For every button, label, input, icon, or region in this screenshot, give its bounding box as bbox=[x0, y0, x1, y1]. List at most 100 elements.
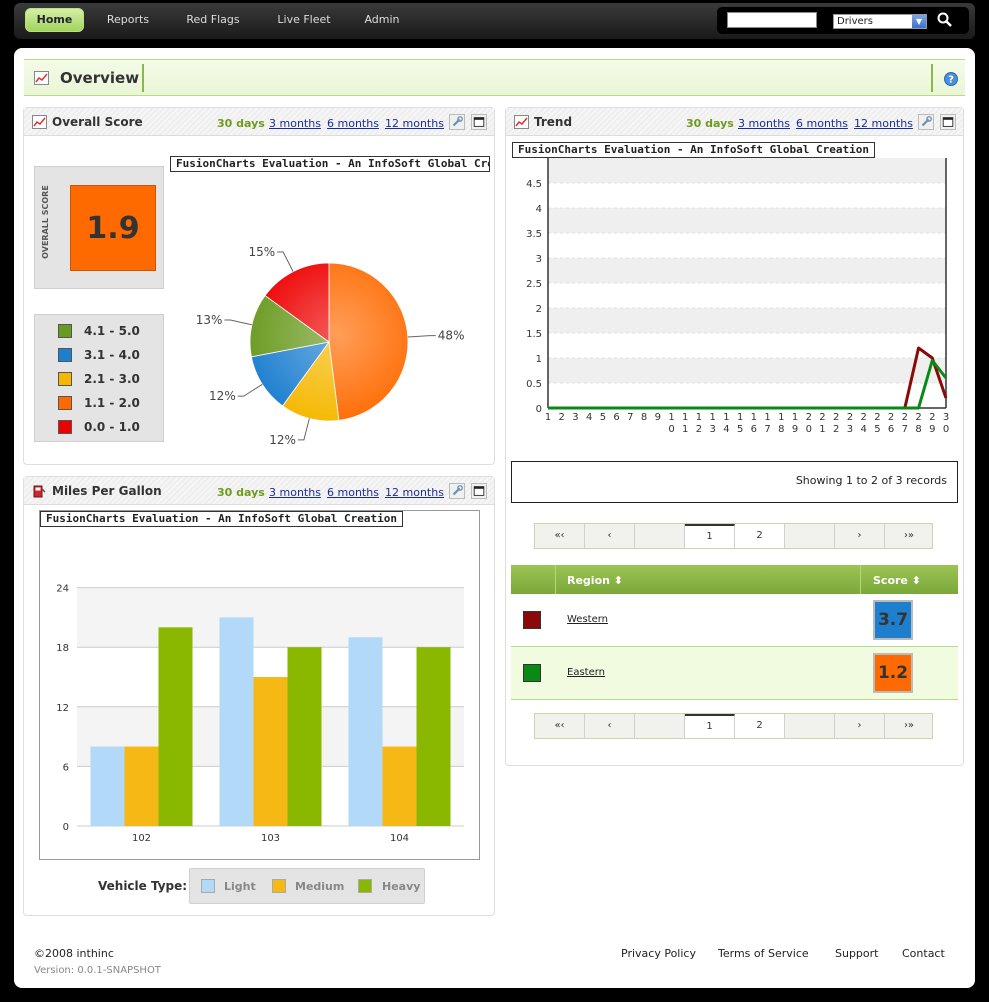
maximize-icon[interactable] bbox=[940, 114, 956, 130]
next-page-button[interactable]: › bbox=[835, 714, 885, 738]
footer-terms-link[interactable]: Terms of Service bbox=[718, 947, 809, 960]
maximize-icon[interactable] bbox=[471, 483, 487, 499]
last-page-button[interactable]: ›» bbox=[903, 530, 915, 541]
divider bbox=[931, 64, 933, 92]
wrench-icon[interactable] bbox=[918, 114, 934, 130]
range-30-days[interactable]: 30 days bbox=[686, 117, 734, 130]
grid-band bbox=[548, 208, 946, 233]
overall-score-label: OVERALL SCORE bbox=[41, 185, 50, 259]
x-tick-label: 8 bbox=[778, 424, 784, 435]
nav-live-fleet[interactable]: Live Fleet bbox=[277, 13, 331, 26]
x-tick-label: 2 bbox=[833, 424, 839, 435]
trend-line-chart: 00.511.522.533.544.51 2 3 4 5 6 7 8 9 10111213141… bbox=[526, 158, 949, 435]
x-tick-label: 2 bbox=[819, 412, 825, 423]
x-tick-label: 7 bbox=[764, 424, 770, 435]
panel-title: Miles Per Gallon bbox=[52, 484, 162, 498]
prev-page-button[interactable]: ‹ bbox=[585, 524, 635, 548]
wrench-icon[interactable] bbox=[449, 114, 465, 130]
y-tick-label: 1.5 bbox=[526, 329, 542, 340]
grid-band bbox=[548, 158, 946, 183]
bar bbox=[253, 677, 288, 826]
pie-leader-line bbox=[277, 251, 294, 272]
chart-icon bbox=[514, 115, 529, 129]
page-1-button[interactable]: 1 bbox=[685, 524, 735, 548]
pager-spacer bbox=[785, 714, 835, 738]
wrench-icon[interactable] bbox=[449, 483, 465, 499]
x-tick-label: 6 bbox=[613, 412, 619, 423]
x-tick-label: 0 bbox=[806, 424, 812, 435]
range-6-months[interactable]: 6 months bbox=[327, 486, 379, 499]
first-page-button[interactable]: «‹ bbox=[535, 524, 585, 548]
legend-label: Heavy bbox=[382, 880, 421, 893]
x-tick-label: 8 bbox=[641, 412, 647, 423]
region-score: 3.7 bbox=[873, 600, 913, 640]
y-tick-label: 3.5 bbox=[526, 229, 542, 240]
first-page-button[interactable]: «‹ bbox=[535, 714, 585, 738]
range-3-months[interactable]: 3 months bbox=[269, 117, 321, 130]
x-tick-label: 2 bbox=[915, 412, 921, 423]
y-tick-label: 18 bbox=[56, 643, 69, 654]
bar bbox=[287, 647, 322, 826]
region-link[interactable]: Western bbox=[567, 614, 609, 625]
nav-reports[interactable]: Reports bbox=[106, 13, 150, 26]
prev-page-button[interactable]: ‹ bbox=[585, 714, 635, 738]
range-30-days[interactable]: 30 days bbox=[217, 117, 265, 130]
range-12-months[interactable]: 12 months bbox=[385, 117, 444, 130]
pie-slice-label: 12% bbox=[209, 389, 236, 403]
column-region[interactable]: Region ⬍ bbox=[567, 574, 624, 587]
search-type-select[interactable]: Drivers ▼ bbox=[833, 14, 927, 29]
range-3-months[interactable]: 3 months bbox=[738, 117, 790, 130]
legend-label: 3.1 - 4.0 bbox=[84, 348, 140, 362]
column-divider bbox=[860, 565, 861, 594]
x-tick-label: 4 bbox=[586, 412, 592, 423]
page-2-button[interactable]: 2 bbox=[735, 714, 785, 738]
range-12-months[interactable]: 12 months bbox=[385, 486, 444, 499]
legend-label: 1.1 - 2.0 bbox=[84, 396, 140, 410]
x-tick-label: 2 bbox=[696, 424, 702, 435]
grid-band bbox=[548, 358, 946, 383]
region-link[interactable]: Eastern bbox=[567, 667, 606, 678]
nav-red-flags[interactable]: Red Flags bbox=[186, 13, 240, 26]
pie-slice-label: 13% bbox=[196, 313, 223, 327]
page-title: Overview bbox=[60, 69, 140, 87]
help-icon[interactable]: ? bbox=[944, 72, 958, 86]
footer-contact-link[interactable]: Contact bbox=[902, 947, 945, 960]
range-3-months[interactable]: 3 months bbox=[269, 486, 321, 499]
legend-label: Light bbox=[224, 880, 256, 893]
range-6-months[interactable]: 6 months bbox=[796, 117, 848, 130]
bar bbox=[124, 746, 159, 826]
page-2-button[interactable]: 2 bbox=[735, 524, 785, 548]
column-divider bbox=[555, 565, 556, 594]
pager-top: «‹ ‹ 1 2 › ›» bbox=[534, 523, 933, 549]
overall-score-value: 1.9 bbox=[70, 185, 156, 271]
last-page-button[interactable]: ›» bbox=[903, 720, 915, 731]
nav-admin[interactable]: Admin bbox=[364, 13, 400, 26]
maximize-icon[interactable] bbox=[471, 114, 487, 130]
footer-support-link[interactable]: Support bbox=[835, 947, 879, 960]
vehicle-type-legend: Light Medium Heavy bbox=[189, 868, 425, 904]
range-12-months[interactable]: 12 months bbox=[854, 117, 913, 130]
footer-version: Version: 0.0.1-SNAPSHOT bbox=[34, 965, 161, 976]
next-page-button[interactable]: › bbox=[835, 524, 885, 548]
x-tick-label: 0 bbox=[943, 424, 949, 435]
pager-bottom: «‹ ‹ 1 2 › ›» bbox=[534, 713, 933, 739]
panel-title: Overall Score bbox=[52, 115, 143, 129]
overall-score-panel: Overall Score 30 days 3 months 6 months … bbox=[23, 107, 495, 465]
x-tick-label: 2 bbox=[929, 412, 935, 423]
column-score[interactable]: Score ⬍ bbox=[873, 574, 921, 587]
chart-icon bbox=[32, 115, 47, 129]
search-input[interactable] bbox=[727, 12, 817, 28]
x-tick-label: 2 bbox=[874, 412, 880, 423]
panel-header: Miles Per Gallon 30 days 3 months 6 mont… bbox=[24, 477, 494, 505]
x-tick-label: 4 bbox=[860, 424, 866, 435]
nav-home[interactable]: Home bbox=[25, 8, 84, 32]
x-tick-label: 5 bbox=[737, 424, 743, 435]
range-6-months[interactable]: 6 months bbox=[327, 117, 379, 130]
footer-privacy-link[interactable]: Privacy Policy bbox=[621, 947, 696, 960]
table-row: Eastern 1.2 bbox=[511, 647, 958, 700]
trend-panel: Trend 30 days 3 months 6 months 12 month… bbox=[505, 107, 964, 766]
page-1-button[interactable]: 1 bbox=[685, 714, 735, 738]
magnifier-icon[interactable] bbox=[936, 11, 954, 29]
range-30-days[interactable]: 30 days bbox=[217, 486, 265, 499]
x-tick-label: 8 bbox=[915, 424, 921, 435]
